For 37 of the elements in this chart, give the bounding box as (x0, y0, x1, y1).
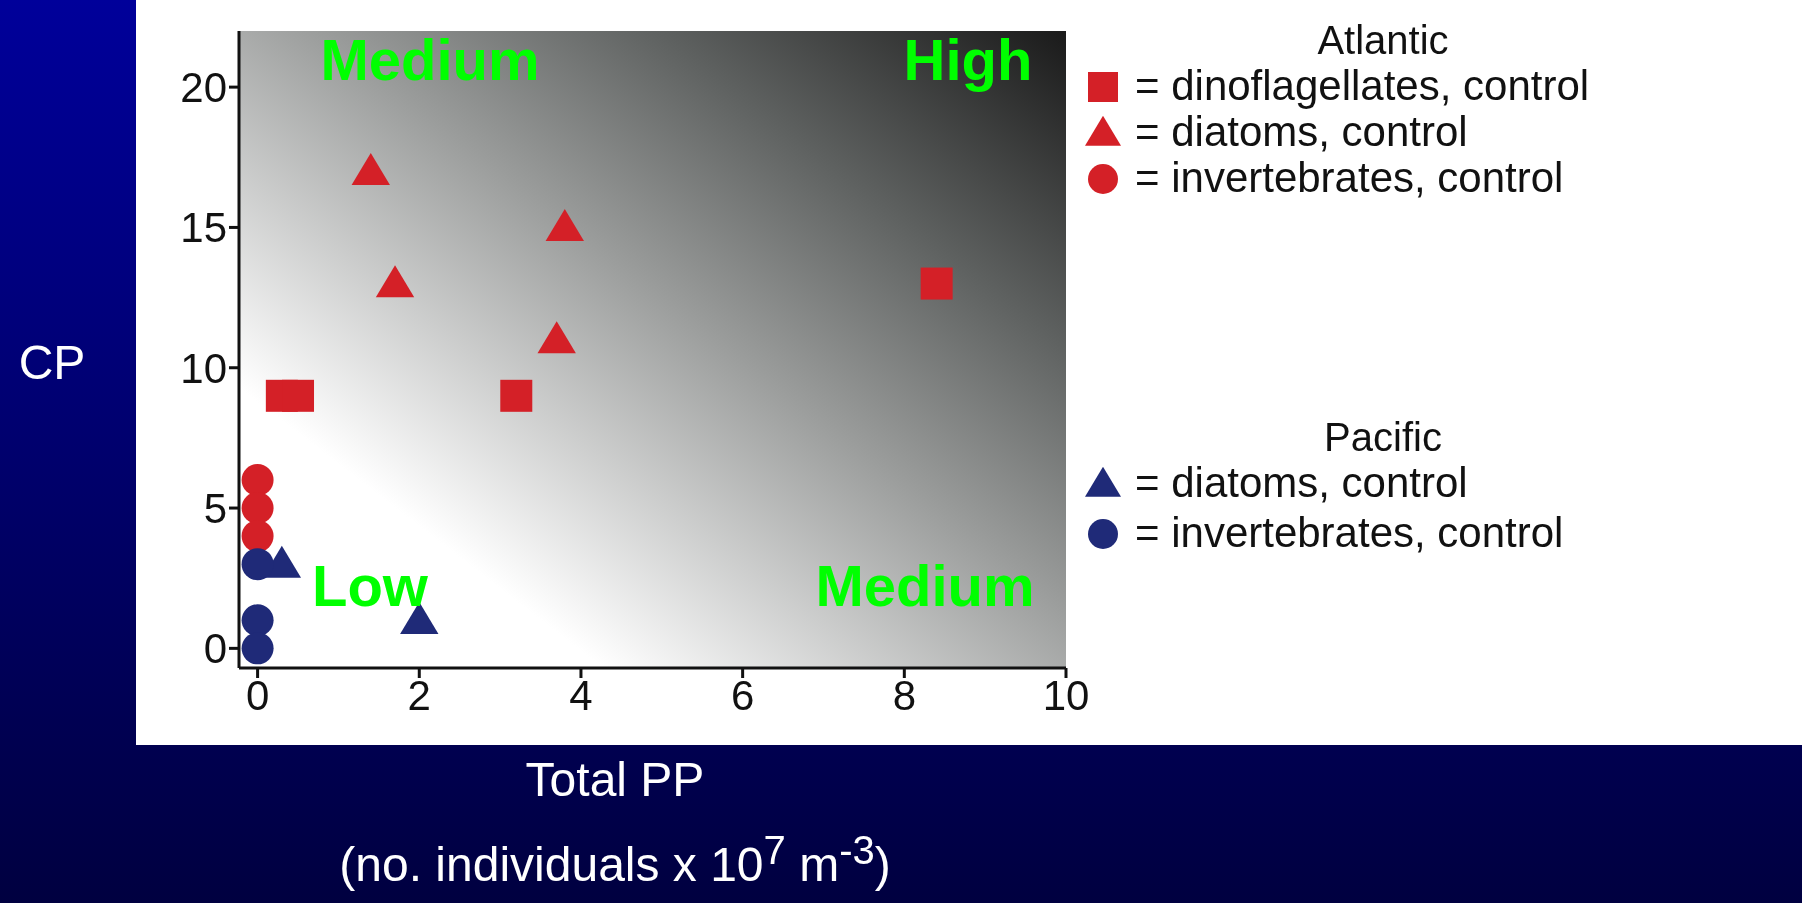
legend-label: = dinoflagellates, control (1135, 62, 1590, 109)
y-tick-label: 0 (203, 625, 227, 673)
point (351, 152, 390, 185)
point (500, 379, 533, 412)
point (545, 209, 584, 242)
point (241, 520, 274, 553)
point (241, 604, 274, 637)
y-tick-label: 5 (203, 484, 227, 532)
point (375, 265, 415, 298)
y-tick-label: 15 (180, 204, 227, 252)
annotation: Low (312, 553, 428, 618)
annotation: Medium (320, 27, 540, 92)
point (282, 379, 315, 412)
x-tick-label: 8 (892, 671, 916, 719)
x-tick-label: 0 (245, 671, 270, 719)
annotation: Medium (815, 553, 1035, 618)
y-axis-title: CP (18, 334, 86, 390)
x-axis-title: Total PP (no. individuals x 10$^{7}$ m$^{-3}$) (339, 751, 891, 893)
x-tick-label: 6 (730, 671, 755, 719)
y-tick-label: 10 (180, 344, 227, 392)
legend-label: = diatoms, control (1135, 108, 1468, 155)
x-tick-label: 2 (407, 671, 431, 719)
point (920, 267, 953, 300)
point (241, 492, 274, 525)
legend-label: = diatoms, control (1135, 459, 1468, 506)
point (241, 632, 274, 665)
point (241, 463, 274, 496)
point (241, 548, 274, 581)
text: Atlantic (1317, 18, 1449, 62)
y-tick-label: 20 (180, 64, 227, 112)
text: Pacific (1324, 415, 1442, 459)
point (537, 321, 576, 354)
x-tick-label: 10 (1042, 671, 1090, 719)
x-tick-label: 4 (569, 671, 593, 719)
annotation: High (903, 27, 1033, 92)
legend-label: = invertebrates, control (1135, 154, 1564, 201)
legend-label: = invertebrates, control (1135, 509, 1564, 556)
